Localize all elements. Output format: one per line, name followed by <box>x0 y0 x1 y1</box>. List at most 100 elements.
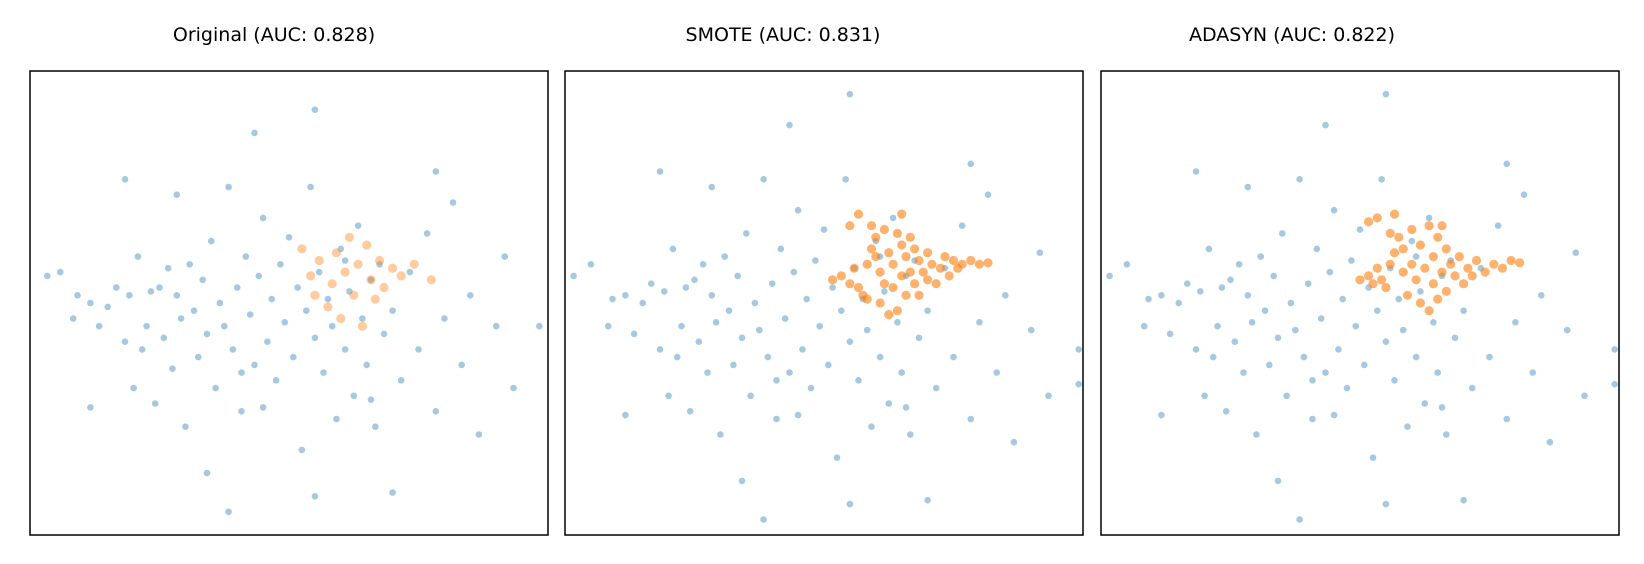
majority-point <box>1279 230 1286 237</box>
majority-point <box>1309 415 1316 423</box>
minority-point <box>866 244 877 254</box>
majority-point <box>1326 268 1334 276</box>
minority-point <box>1364 271 1374 281</box>
minority-point <box>1480 267 1490 277</box>
majority-point <box>1512 319 1519 326</box>
majority-point <box>1027 326 1035 334</box>
minority-point <box>862 294 872 304</box>
majority-point <box>846 500 854 508</box>
majority-point <box>751 299 759 307</box>
majority-point <box>1374 307 1381 315</box>
majority-point <box>833 454 841 462</box>
majority-point <box>924 307 931 315</box>
majority-point <box>1438 404 1446 411</box>
minority-point <box>327 279 337 289</box>
minority-point <box>1424 221 1434 231</box>
minority-point <box>1368 279 1378 289</box>
majority-point <box>510 384 517 392</box>
majority-point <box>846 338 854 346</box>
minority-point <box>1463 263 1473 273</box>
majority-point <box>195 353 202 361</box>
majority-point <box>1520 191 1528 198</box>
minority-point <box>845 279 855 289</box>
majority-point <box>665 392 672 400</box>
majority-point <box>1538 292 1545 299</box>
majority-point <box>708 292 716 299</box>
majority-point <box>113 284 120 291</box>
majority-point <box>303 307 310 315</box>
majority-point <box>56 268 64 276</box>
majority-point <box>863 326 871 334</box>
majority-point <box>1322 369 1329 376</box>
majority-point <box>324 295 332 303</box>
minority-point <box>331 248 342 258</box>
majority-point <box>311 106 319 113</box>
majority-point <box>259 404 267 411</box>
minority-point <box>884 310 894 320</box>
minority-point <box>879 224 890 235</box>
majority-point <box>932 384 940 392</box>
majority-point <box>894 319 901 326</box>
minority-point <box>349 290 359 300</box>
majority-point <box>855 377 862 384</box>
majority-point <box>786 121 793 129</box>
majority-point <box>820 226 828 233</box>
majority-point <box>1434 369 1441 376</box>
majority-point <box>389 307 396 315</box>
majority-point <box>1274 334 1282 342</box>
majority-point <box>1244 292 1252 299</box>
minority-point <box>931 279 941 289</box>
majority-point <box>1503 415 1511 423</box>
axes-frame <box>29 70 549 536</box>
majority-point <box>233 284 241 291</box>
majority-point <box>967 415 975 423</box>
majority-point <box>699 261 707 268</box>
majority-point <box>1075 346 1082 353</box>
majority-point <box>290 353 297 361</box>
majority-point <box>1270 272 1277 280</box>
minority-point <box>1467 271 1477 281</box>
minority-point <box>1515 258 1525 268</box>
majority-point <box>669 245 677 253</box>
panel-title-smote: SMOTE (AUC: 0.831) <box>685 24 881 46</box>
majority-point <box>199 276 206 284</box>
majority-point <box>738 477 746 485</box>
majority-point <box>773 377 780 384</box>
panel-adasyn <box>1100 70 1620 536</box>
minority-point <box>914 255 924 266</box>
majority-point <box>1404 423 1411 431</box>
majority-point <box>1494 222 1502 229</box>
majority-point <box>1218 284 1226 291</box>
majority-point <box>268 295 276 303</box>
majority-point <box>259 214 267 222</box>
minority-point <box>1381 282 1391 293</box>
minority-point <box>974 259 985 269</box>
majority-point <box>423 230 431 237</box>
points-adasyn <box>1106 90 1618 523</box>
majority-point <box>686 408 694 415</box>
majority-point <box>846 90 854 98</box>
majority-point <box>760 516 767 523</box>
minority-point <box>910 244 920 254</box>
majority-point <box>1227 276 1234 284</box>
majority-point <box>786 369 793 376</box>
minority-point <box>862 259 872 269</box>
majority-point <box>825 361 832 369</box>
minority-point <box>396 271 406 281</box>
majority-point <box>1266 361 1273 369</box>
minority-point <box>306 271 316 281</box>
minority-point <box>1415 240 1425 250</box>
majority-point <box>134 253 142 260</box>
minority-point <box>1454 252 1464 262</box>
minority-point <box>1437 267 1447 277</box>
majority-point <box>333 415 340 423</box>
majority-point <box>1382 338 1390 346</box>
majority-point <box>1209 353 1217 361</box>
majority-point <box>829 284 836 291</box>
minority-point <box>1407 224 1417 235</box>
majority-point <box>216 299 224 307</box>
minority-point <box>918 267 928 277</box>
minority-point <box>375 255 385 266</box>
majority-point <box>264 338 271 346</box>
minority-point <box>1433 232 1443 242</box>
